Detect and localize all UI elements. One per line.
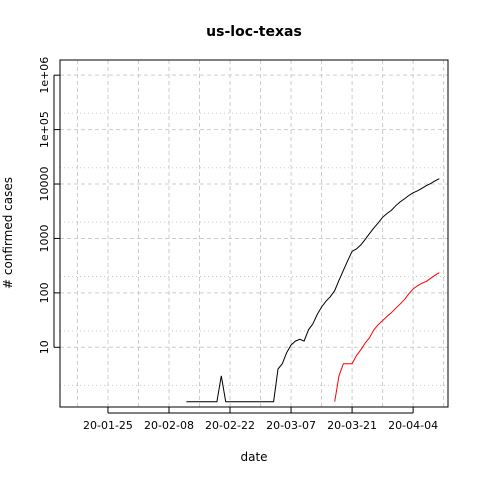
y-axis-label: # confirmed cases [1,177,15,289]
y-tick-label: 1e+05 [38,111,51,148]
x-axis-label: date [240,450,267,464]
series-layer [186,178,440,403]
x-tick-label: 20-02-08 [144,419,194,432]
x-tick-label: 20-03-07 [266,419,316,432]
x-axis: 20-01-25 20-02-08 20-02-22 20-03-07 20-03-21… [83,407,438,432]
grid [60,60,448,407]
x-tick-label: 20-02-22 [205,419,255,432]
series-line-deaths [334,272,440,402]
x-tick-label: 20-03-21 [327,419,377,432]
y-tick-label: 10000 [38,167,51,202]
y-tick-label: 1000 [38,224,51,252]
x-tick-label: 20-04-04 [388,419,438,432]
chart-title: us-loc-texas [206,24,302,40]
y-tick-label: 1e+06 [38,57,51,94]
y-tick-label: 10 [38,340,51,354]
series-line-confirmed [186,178,440,403]
plot-frame [59,59,449,408]
y-axis: 10 100 1000 10000 1e+05 1e+06 [38,57,60,354]
y-tick-label: 100 [38,282,51,303]
x-tick-label: 20-01-25 [83,419,133,432]
